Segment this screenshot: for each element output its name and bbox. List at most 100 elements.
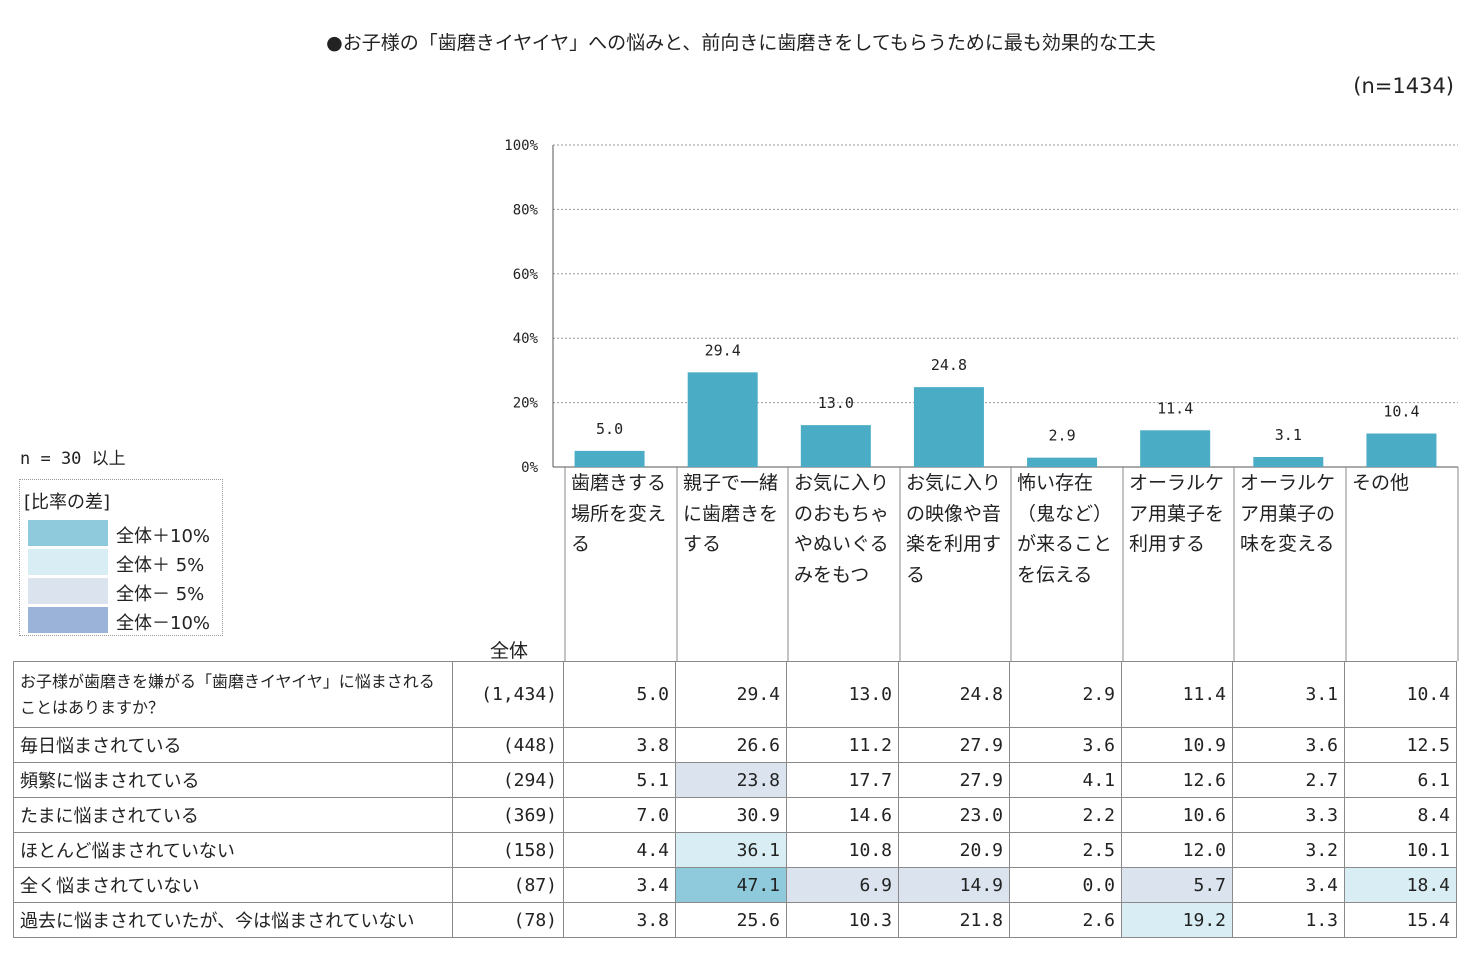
table-cell: 25.6 xyxy=(675,902,787,938)
legend: [比率の差] 全体＋10% 全体＋ 5% 全体－ 5% 全体－10% xyxy=(19,479,223,636)
row-label: ほとんど悩まされていない xyxy=(13,832,453,868)
row-label: 頻繁に悩まされている xyxy=(13,762,453,798)
table-row: お子様が歯磨きを嫌がる「歯磨きイヤイヤ」に悩まされることはありますか？ (1,43… xyxy=(13,661,1457,728)
table-cell: 10.4 xyxy=(1344,661,1457,728)
table-cell: 3.3 xyxy=(1232,797,1345,833)
category-label: 親子で一緒に歯磨きをする xyxy=(683,472,779,555)
table-cell: 14.6 xyxy=(786,797,899,833)
bar xyxy=(1027,457,1098,467)
legend-item: 全体－10% xyxy=(28,607,220,634)
category-label: 怖い存在（鬼など）が来ることを伝える xyxy=(1017,472,1113,586)
y-tick-label: 80% xyxy=(513,202,539,218)
bar-value-label: 5.0 xyxy=(596,420,623,438)
table-cell: 18.4 xyxy=(1344,867,1457,903)
bar xyxy=(1366,433,1437,467)
bar-value-label: 13.0 xyxy=(818,394,854,412)
table-cell: 3.2 xyxy=(1232,832,1345,868)
y-tick-label: 100% xyxy=(504,138,538,154)
table-cell: 2.9 xyxy=(1009,661,1122,728)
table-cell: 10.3 xyxy=(786,902,899,938)
table-cell: 23.8 xyxy=(675,762,787,798)
table-cell: 2.5 xyxy=(1009,832,1122,868)
table-cell: 5.7 xyxy=(1121,867,1233,903)
row-sample-size: (78) xyxy=(452,902,564,938)
bar xyxy=(1253,457,1324,467)
table-cell: 20.9 xyxy=(898,832,1010,868)
legend-swatch xyxy=(28,607,108,633)
table-cell: 12.5 xyxy=(1344,727,1457,763)
row-label: たまに悩まされている xyxy=(13,797,453,833)
y-tick-label: 60% xyxy=(513,267,539,283)
y-tick-label: 0% xyxy=(521,460,538,476)
bar-value-label: 3.1 xyxy=(1275,426,1302,444)
legend-label: 全体＋10% xyxy=(116,526,211,547)
row-sample-size: (294) xyxy=(452,762,564,798)
table-cell: 27.9 xyxy=(898,727,1010,763)
table-cell: 15.4 xyxy=(1344,902,1457,938)
bar xyxy=(574,450,645,467)
table-row: ほとんど悩まされていない (158) 4.4 36.1 10.8 20.9 2.5 12.0 3… xyxy=(13,832,1457,868)
table-cell: 3.4 xyxy=(563,867,676,903)
table-cell: 17.7 xyxy=(786,762,899,798)
row-label: お子様が歯磨きを嫌がる「歯磨きイヤイヤ」に悩まされることはありますか？ xyxy=(13,661,453,728)
legend-item: 全体＋ 5% xyxy=(28,549,220,576)
table-cell: 24.8 xyxy=(898,661,1010,728)
row-sample-size: (1,434) xyxy=(452,661,564,728)
legend-title: [比率の差] xyxy=(24,492,111,513)
table-cell: 2.2 xyxy=(1009,797,1122,833)
legend-swatch xyxy=(28,578,108,604)
bar-value-label: 29.4 xyxy=(705,341,741,359)
table-cell: 6.9 xyxy=(786,867,899,903)
table-cell: 27.9 xyxy=(898,762,1010,798)
table-row: 全く悩まされていない (87) 3.4 47.1 6.9 14.9 0.0 5.7 3.4 18.… xyxy=(13,867,1457,903)
bar-value-label: 24.8 xyxy=(931,356,967,374)
category-label: お気に入りのおもちゃやぬいぐるみをもつ xyxy=(794,472,890,586)
table-cell: 3.6 xyxy=(1009,727,1122,763)
legend-label: 全体－ 5% xyxy=(116,584,205,605)
table-cell: 10.1 xyxy=(1344,832,1457,868)
legend-swatch xyxy=(28,520,108,546)
table-cell: 10.6 xyxy=(1121,797,1233,833)
table-cell: 3.1 xyxy=(1232,661,1345,728)
table-cell: 12.6 xyxy=(1121,762,1233,798)
row-sample-size: (87) xyxy=(452,867,564,903)
table-row: 過去に悩まされていたが、今は悩まされていない (78) 3.8 25.6 10.3 21.… xyxy=(13,902,1457,938)
table-cell: 0.0 xyxy=(1009,867,1122,903)
table-cell: 3.6 xyxy=(1232,727,1345,763)
table-cell: 11.4 xyxy=(1121,661,1233,728)
row-sample-size: (158) xyxy=(452,832,564,868)
table-cell: 5.1 xyxy=(563,762,676,798)
chart-title: ●お子様の「歯磨きイヤイヤ」への悩みと、前向きに歯磨きをしてもらうために最も効果… xyxy=(326,32,1156,54)
min-sample-note: n = 30 以上 xyxy=(20,449,126,469)
category-label: オーラルケア用菓子を利用する xyxy=(1129,472,1225,555)
table-cell: 11.2 xyxy=(786,727,899,763)
table-cell: 6.1 xyxy=(1344,762,1457,798)
category-label: お気に入りの映像や音楽を利用する xyxy=(906,472,1002,586)
table-cell: 3.4 xyxy=(1232,867,1345,903)
table-cell: 2.7 xyxy=(1232,762,1345,798)
legend-label: 全体＋ 5% xyxy=(116,555,205,576)
bar-value-label: 10.4 xyxy=(1383,403,1419,421)
table-cell: 12.0 xyxy=(1121,832,1233,868)
legend-swatch xyxy=(28,549,108,575)
table-cell: 1.3 xyxy=(1232,902,1345,938)
table-cell: 5.0 xyxy=(563,661,676,728)
bar xyxy=(800,425,871,467)
bar xyxy=(687,372,758,467)
row-label: 全く悩まされていない xyxy=(13,867,453,903)
bar xyxy=(913,387,984,467)
row-sample-size: (369) xyxy=(452,797,564,833)
data-table: お子様が歯磨きを嫌がる「歯磨きイヤイヤ」に悩まされることはありますか？ (1,43… xyxy=(13,661,1457,938)
category-label: 歯磨きする場所を変える xyxy=(571,472,667,555)
table-cell: 8.4 xyxy=(1344,797,1457,833)
sample-size: (n=1434) xyxy=(1353,74,1454,98)
row-label: 過去に悩まされていたが、今は悩まされていない xyxy=(13,902,453,938)
table-column-header: 全体 xyxy=(490,640,529,662)
table-row: 毎日悩まされている (448) 3.8 26.6 11.2 27.9 3.6 10.9 3.6 1… xyxy=(13,727,1457,763)
bar-value-label: 2.9 xyxy=(1049,427,1076,445)
table-row: たまに悩まされている (369) 7.0 30.9 14.6 23.0 2.2 10.6 3.3… xyxy=(13,797,1457,833)
legend-label: 全体－10% xyxy=(116,613,211,634)
table-cell: 10.8 xyxy=(786,832,899,868)
table-cell: 3.8 xyxy=(563,727,676,763)
legend-item: 全体＋10% xyxy=(28,520,220,547)
